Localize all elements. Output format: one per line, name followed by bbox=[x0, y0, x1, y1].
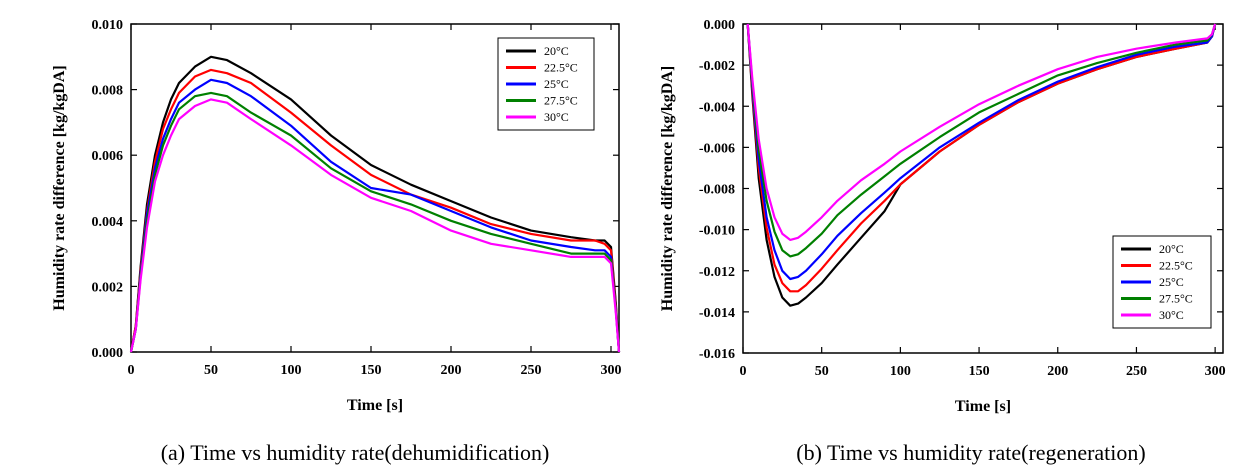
y-tick-label: 0.010 bbox=[92, 18, 124, 33]
legend-label-1: 22.5°C bbox=[1159, 259, 1193, 273]
series-line-1 bbox=[746, 23, 1217, 293]
x-tick-label: 0 bbox=[740, 364, 747, 379]
series-line-4 bbox=[129, 98, 621, 353]
legend-label-2: 25°C bbox=[1159, 275, 1184, 289]
legend-label-0: 20°C bbox=[544, 44, 569, 58]
x-tick-label: 100 bbox=[890, 364, 911, 379]
y-tick-label: -0.010 bbox=[699, 224, 735, 239]
series-line-2 bbox=[746, 23, 1217, 281]
x-tick-label: 300 bbox=[601, 363, 622, 378]
y-tick-label: 0.002 bbox=[92, 280, 124, 295]
y-tick-label: 0.000 bbox=[704, 18, 736, 33]
legend: 20°C 22.5°C 25°C 27.5°C 30°C bbox=[497, 37, 595, 131]
x-axis-label: Time [s] bbox=[955, 398, 1011, 415]
x-tick-label: 200 bbox=[1047, 364, 1068, 379]
y-tick-label: 0.000 bbox=[92, 346, 124, 361]
y-tick-label: -0.006 bbox=[699, 141, 735, 156]
legend-label-2: 25°C bbox=[544, 77, 569, 91]
x-tick-label: 50 bbox=[815, 364, 829, 379]
x-tick-label: 150 bbox=[361, 363, 382, 378]
y-tick-label: -0.014 bbox=[699, 306, 735, 321]
legend-label-3: 27.5°C bbox=[544, 94, 578, 108]
x-tick-label: 150 bbox=[969, 364, 990, 379]
x-tick-label: 0 bbox=[128, 363, 135, 378]
x-tick-label: 100 bbox=[281, 363, 302, 378]
x-tick-label: 300 bbox=[1205, 364, 1226, 379]
chart-caption: (a) Time vs humidity rate(dehumidificati… bbox=[161, 440, 550, 465]
series-line-3 bbox=[746, 23, 1217, 258]
series-line-3 bbox=[129, 91, 621, 353]
y-tick-label: 0.004 bbox=[92, 215, 124, 230]
legend-label-4: 30°C bbox=[1159, 308, 1184, 322]
y-tick-label: 0.006 bbox=[92, 149, 124, 164]
chart-dehumidification: 0 50 100 150 200 250 300 0.000 0.002 0.004 0.006 0.… bbox=[51, 18, 622, 465]
chart-regeneration: 0 50 100 150 200 250 300 0.000 -0.002 -0.004 -0.00… bbox=[659, 18, 1226, 465]
y-tick-label: -0.008 bbox=[699, 183, 735, 198]
x-tick-label: 50 bbox=[204, 363, 218, 378]
y-tick-label: -0.012 bbox=[699, 265, 735, 280]
legend-label-3: 27.5°C bbox=[1159, 292, 1193, 306]
series-line-1 bbox=[129, 68, 621, 353]
legend: 20°C 22.5°C 25°C 27.5°C 30°C bbox=[1112, 235, 1212, 329]
x-axis-label: Time [s] bbox=[347, 397, 403, 414]
plot-frame bbox=[130, 23, 620, 353]
y-tick-label: 0.008 bbox=[92, 84, 124, 99]
y-axis-label: Humidity rate difference [kg/kgDA] bbox=[51, 65, 68, 310]
x-tick-label: 200 bbox=[441, 363, 462, 378]
x-tick-label: 250 bbox=[1126, 364, 1147, 379]
y-tick-label: -0.002 bbox=[699, 59, 735, 74]
y-tick-label: -0.016 bbox=[699, 347, 735, 362]
y-tick-label: -0.004 bbox=[699, 100, 735, 115]
series-line-4 bbox=[746, 23, 1217, 241]
x-tick-label: 250 bbox=[521, 363, 542, 378]
legend-label-4: 30°C bbox=[544, 110, 569, 124]
y-axis-label: Humidity rate difference [kg/kgDA] bbox=[659, 66, 676, 311]
series-line-2 bbox=[129, 78, 621, 353]
legend-label-1: 22.5°C bbox=[544, 61, 578, 75]
chart-caption: (b) Time vs humidity rate(regeneration) bbox=[796, 440, 1145, 465]
legend-label-0: 20°C bbox=[1159, 242, 1184, 256]
